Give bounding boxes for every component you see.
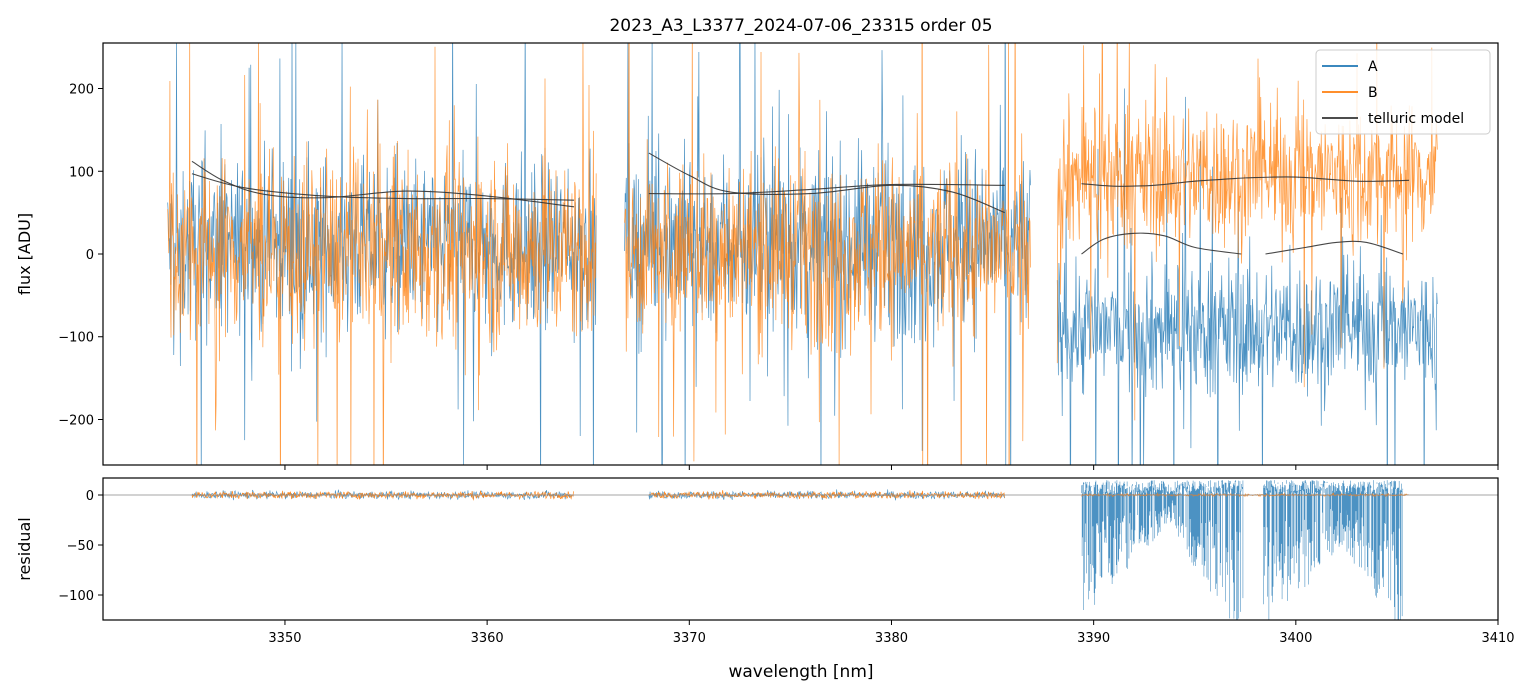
telluric-curve-6: [1245, 176, 1410, 182]
top-y-tick-label-100: 100: [69, 165, 94, 180]
telluric-curve-3: [648, 152, 1005, 214]
x-tick-label-3360: 3360: [471, 631, 504, 646]
x-tick-label-3380: 3380: [875, 631, 908, 646]
x-tick-label-3410: 3410: [1481, 631, 1514, 646]
telluric-curve-5: [1081, 177, 1246, 187]
bottom-y-tick-label-0: 0: [86, 489, 94, 504]
telluric-curve-8: [1265, 240, 1404, 255]
telluric-model-curves: [191, 152, 1410, 255]
telluric-curve-7: [1081, 232, 1242, 255]
top-y-tick-label--200: −200: [58, 413, 94, 428]
bottom-y-axis: −100 −50 0: [58, 489, 103, 604]
series-b-trace-3: [1056, 43, 1438, 421]
legend-box: [1315, 49, 1491, 135]
residual-b-trace-2: [648, 490, 1006, 500]
top-y-tick-label--100: −100: [58, 331, 94, 346]
bottom-y-axis-label: residual: [15, 517, 34, 580]
legend-label-telluric: telluric model: [1368, 111, 1464, 127]
telluric-curve-4: [648, 183, 1005, 195]
top-y-tick-label-200: 200: [69, 83, 94, 98]
series-a-trace-3: [1056, 88, 1438, 465]
bottom-panel: −100 −50 0 3350 3360 3370 3380 3390 3400 3410 re…: [15, 477, 1515, 682]
bottom-y-tick-label--100: −100: [58, 589, 94, 604]
legend: A B telluric model: [1315, 49, 1491, 135]
bottom-panel-frame: [102, 477, 1499, 621]
x-axis-label: wavelength [nm]: [728, 662, 873, 682]
x-axis: 3350 3360 3370 3380 3390 3400 3410: [268, 620, 1515, 646]
x-tick-label-3350: 3350: [268, 631, 301, 646]
x-tick-label-3400: 3400: [1279, 631, 1312, 646]
telluric-curve-2: [191, 173, 575, 201]
top-y-axis: −200 −100 0 100 200: [58, 83, 103, 428]
bottom-y-tick-label--50: −50: [67, 539, 94, 554]
series-b-trace-2: [624, 43, 1031, 465]
top-panel: −200 −100 0 100 200 flux [ADU]: [15, 42, 1499, 470]
top-traces: [167, 43, 1438, 465]
x-tick-label-3370: 3370: [673, 631, 706, 646]
x-tick-label-3390: 3390: [1077, 631, 1110, 646]
chart-title: 2023_A3_L3377_2024-07-06_23315 order 05: [609, 16, 992, 36]
residual-traces: [191, 480, 1409, 620]
legend-label-b: B: [1368, 85, 1378, 101]
top-x-ticks: [284, 465, 1499, 470]
residual-b-trace-1: [191, 490, 574, 501]
legend-label-a: A: [1368, 59, 1378, 75]
residual-a-trace-3: [1081, 480, 1404, 620]
top-y-axis-label: flux [ADU]: [15, 213, 34, 295]
series-b-trace-1: [167, 43, 597, 465]
top-y-tick-label-0: 0: [86, 248, 94, 263]
